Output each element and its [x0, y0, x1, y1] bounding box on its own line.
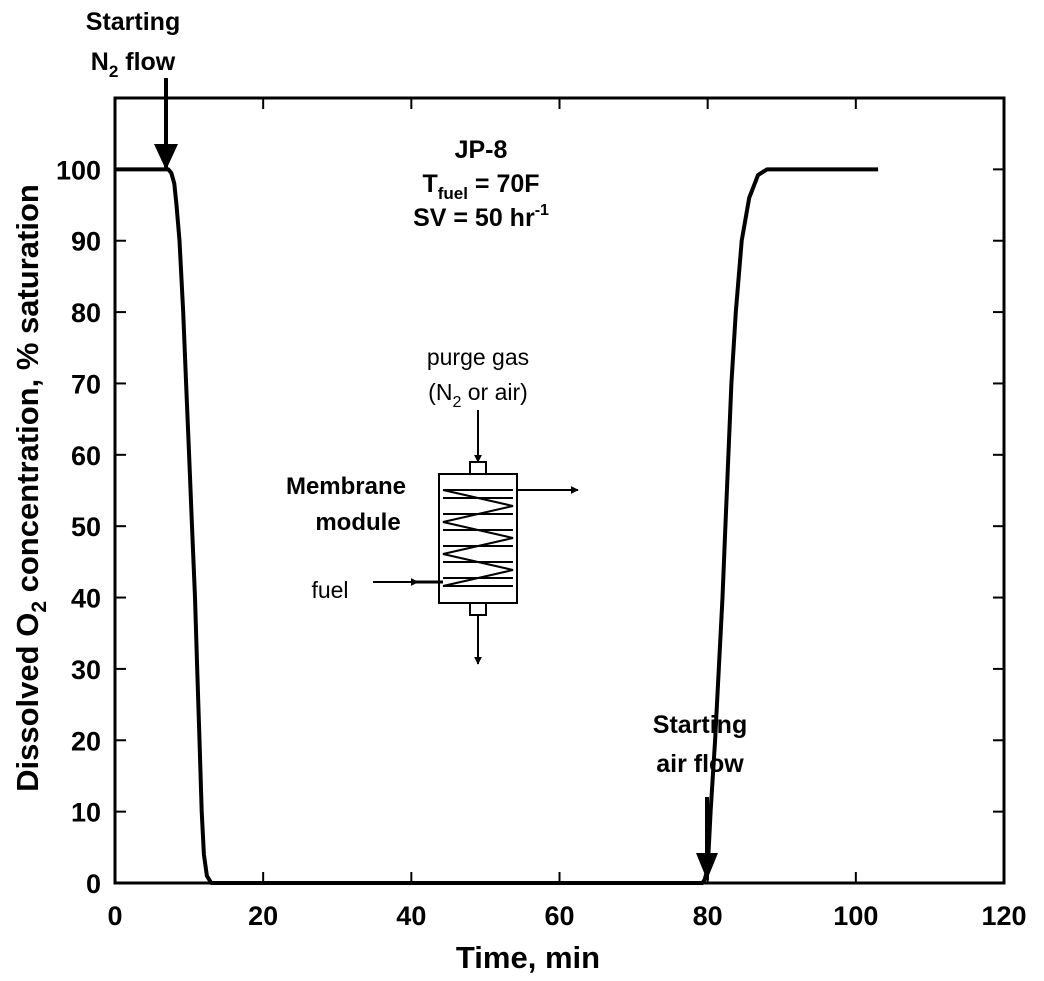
y-tick-label: 40 — [71, 584, 101, 614]
y-tick-label: 20 — [71, 726, 101, 756]
x-tick-label: 120 — [981, 901, 1026, 931]
x-tick-label: 40 — [396, 901, 426, 931]
x-tick-labels: 0 20 40 60 80 100 120 — [107, 901, 1026, 931]
membrane-module-inset: purge gas (N2 or air) Membrane module fu… — [286, 344, 579, 665]
n2-start-line2: N2 flow — [91, 48, 176, 81]
fuel-label: fuel — [311, 577, 348, 603]
y-tick-label: 90 — [71, 227, 101, 257]
y-tick-labels: 0 10 20 30 40 50 60 70 80 90 100 — [56, 155, 101, 899]
conditions-annotation: JP-8 Tfuel = 70F SV = 50 hr-1 — [413, 136, 549, 232]
annotation-n2-start: Starting N2 flow — [86, 8, 180, 170]
y-tick-label: 10 — [71, 798, 101, 828]
x-tick-label: 80 — [693, 901, 723, 931]
module-bottom-port — [469, 602, 487, 616]
fuel-type: JP-8 — [455, 136, 508, 164]
x-axis-title: Time, min — [456, 940, 600, 975]
air-start-line2: air flow — [656, 750, 744, 778]
air-start-line1: Starting — [653, 711, 747, 739]
y-tick-label: 60 — [71, 441, 101, 471]
series-line — [115, 167, 879, 885]
membrane-module-label-1: Membrane — [286, 473, 406, 500]
y-tick-label: 70 — [71, 369, 101, 399]
fuel-temperature: Tfuel = 70F — [422, 170, 539, 203]
x-tick-label: 60 — [544, 901, 574, 931]
n2-start-line1: Starting — [86, 8, 180, 36]
n2-start-arrowhead — [154, 144, 178, 170]
y-tick-label: 80 — [71, 298, 101, 328]
x-tick-label: 0 — [107, 901, 122, 931]
x-tick-label: 100 — [833, 901, 878, 931]
air-start-arrowhead — [696, 853, 718, 880]
module-top-port — [469, 461, 487, 475]
x-tick-label: 20 — [248, 901, 278, 931]
y-tick-label: 0 — [86, 869, 101, 899]
purge-gas-types-label: (N2 or air) — [428, 379, 528, 411]
purge-gas-label: purge gas — [427, 344, 529, 370]
y-tick-label: 30 — [71, 655, 101, 685]
space-velocity: SV = 50 hr-1 — [413, 202, 549, 232]
y-axis-title: Dissolved O2 concentration, % saturation — [10, 184, 51, 792]
membrane-module-label-2: module — [315, 509, 400, 536]
annotation-air-start: Starting air flow — [653, 711, 747, 880]
axis-ticks — [114, 98, 1005, 884]
module-body — [438, 473, 518, 604]
y-tick-label: 100 — [56, 155, 101, 185]
membrane-coil-return — [443, 497, 513, 579]
y-tick-label: 50 — [71, 512, 101, 542]
